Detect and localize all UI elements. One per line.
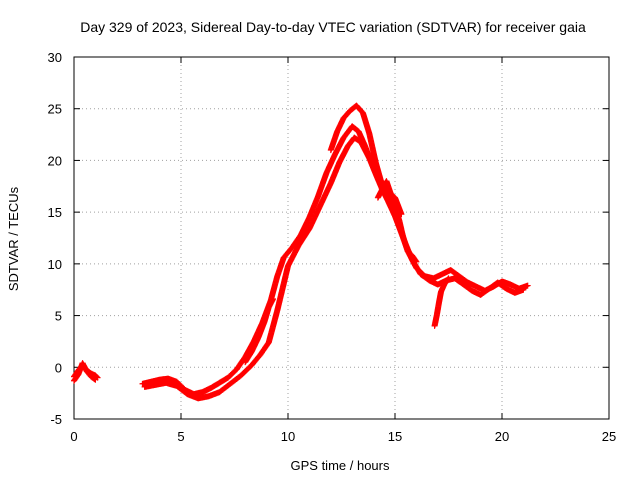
data-track (139, 123, 531, 398)
data-point (270, 296, 277, 303)
data-point (444, 276, 451, 283)
axis-ticks: 0 5 10 15 20 25 -5 0 5 10 15 20 25 30 (48, 50, 617, 444)
grid (74, 57, 609, 419)
data-track (374, 178, 420, 265)
data-track (431, 275, 452, 329)
data-point (412, 257, 419, 264)
x-axis-label: GPS time / hours (291, 458, 390, 473)
data-point (413, 258, 420, 265)
data-track (141, 134, 527, 402)
data-point (520, 286, 527, 293)
x-tick-label: 0 (70, 429, 77, 444)
x-tick-label: 5 (177, 429, 184, 444)
y-axis-label: SDTVAR / TECUs (6, 186, 21, 291)
x-tick-label: 15 (388, 429, 402, 444)
y-tick-label: 5 (55, 309, 62, 324)
data-point (92, 376, 99, 383)
y-tick-label: 15 (48, 205, 62, 220)
data-point (91, 376, 98, 383)
chart-title: Day 329 of 2023, Sidereal Day-to-day VTE… (80, 19, 586, 35)
data-track (242, 296, 277, 366)
data-track (327, 102, 405, 218)
y-tick-label: 10 (48, 257, 62, 272)
data-point (445, 275, 452, 282)
data-point (524, 282, 531, 289)
data-track (71, 360, 99, 384)
y-tick-label: 20 (48, 153, 62, 168)
x-tick-label: 10 (281, 429, 295, 444)
y-tick-label: -5 (50, 412, 62, 427)
y-tick-label: 0 (55, 360, 62, 375)
plot-frame (73, 56, 610, 420)
x-tick-label: 20 (495, 429, 509, 444)
y-tick-label: 25 (48, 102, 62, 117)
y-tick-label: 30 (48, 50, 62, 65)
x-tick-label: 25 (602, 429, 616, 444)
data-layer (71, 102, 531, 402)
